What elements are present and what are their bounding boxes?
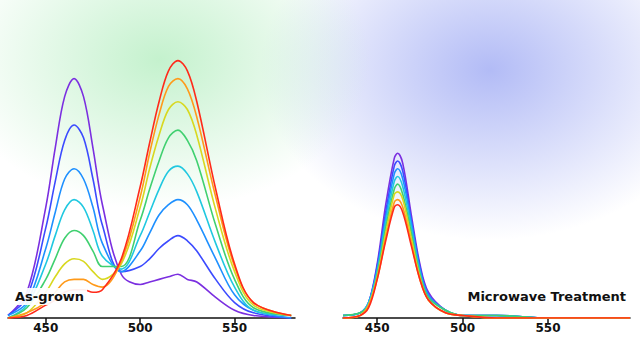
svg-text:Microwave Treatment: Microwave Treatment (467, 289, 626, 304)
svg-text:450: 450 (365, 321, 390, 335)
svg-text:550: 550 (222, 321, 247, 335)
svg-text:550: 550 (535, 321, 560, 335)
svg-text:500: 500 (450, 321, 475, 335)
svg-text:450: 450 (33, 321, 58, 335)
svg-text:500: 500 (128, 321, 153, 335)
svg-text:As-grown: As-grown (15, 289, 84, 304)
